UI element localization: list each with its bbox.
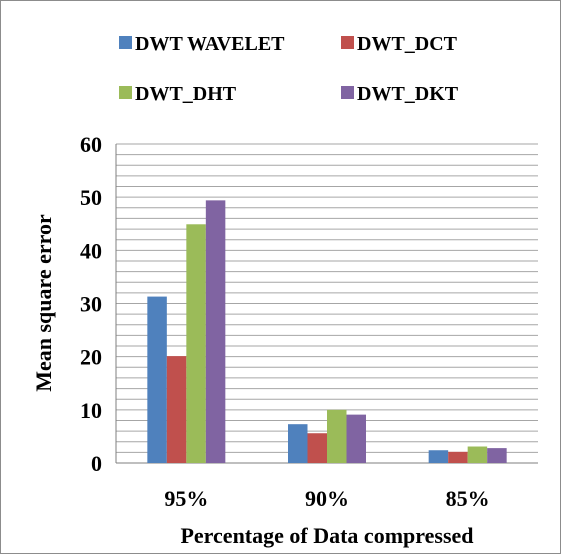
legend-swatch xyxy=(119,36,132,49)
bar-dwt-wavelet-85 xyxy=(428,450,449,463)
bar-dwt-wavelet-90 xyxy=(288,424,308,463)
y-tick-label: 40 xyxy=(80,238,102,263)
legend-label: DWT_DHT xyxy=(135,83,237,105)
legend-item-dwt-dkt: DWT_DKT xyxy=(341,83,459,105)
y-tick-label: 60 xyxy=(80,132,102,157)
y-axis: 0 10 20 30 40 50 60 xyxy=(80,132,117,476)
legend-swatch xyxy=(341,86,354,99)
y-tick-label: 50 xyxy=(80,185,102,210)
legend: DWT WAVELET DWT_DCT DWT_DHT DWT_DKT xyxy=(119,33,459,105)
bar-dwt-dht-95 xyxy=(186,224,206,463)
legend-label: DWT_DCT xyxy=(357,33,458,55)
bar-dwt-dkt-90 xyxy=(346,414,366,463)
legend-label: DWT_DKT xyxy=(357,83,459,105)
legend-swatch xyxy=(119,86,132,99)
bar-dwt-dht-90 xyxy=(327,409,347,463)
y-tick-label: 30 xyxy=(80,292,102,317)
bars xyxy=(147,200,507,463)
bar-dwt-dct-85 xyxy=(448,451,468,463)
legend-label: DWT WAVELET xyxy=(135,33,285,55)
x-axis-title: Percentage of Data compressed xyxy=(180,523,473,548)
x-tick-label: 85% xyxy=(446,486,490,511)
x-tick-label: 90% xyxy=(305,486,349,511)
bar-dwt-dkt-85 xyxy=(487,448,507,463)
bar-dwt-wavelet-95 xyxy=(147,296,167,463)
y-axis-title: Mean square error xyxy=(31,214,56,392)
bar-dwt-dht-85 xyxy=(467,446,488,463)
bar-dwt-dct-95 xyxy=(166,356,187,463)
y-tick-label: 10 xyxy=(80,398,102,423)
x-axis: 95% 90% 85% xyxy=(164,486,489,511)
bar-dwt-dct-90 xyxy=(307,433,327,463)
legend-item-dwt-dht: DWT_DHT xyxy=(119,83,237,105)
bar-dwt-dkt-95 xyxy=(205,200,226,463)
legend-item-dwt-dct: DWT_DCT xyxy=(341,33,458,55)
legend-item-dwt-wavelet: DWT WAVELET xyxy=(119,33,285,55)
y-tick-label: 0 xyxy=(91,451,102,476)
y-tick-label: 20 xyxy=(80,345,102,370)
legend-swatch xyxy=(341,36,354,49)
x-tick-label: 95% xyxy=(164,486,208,511)
